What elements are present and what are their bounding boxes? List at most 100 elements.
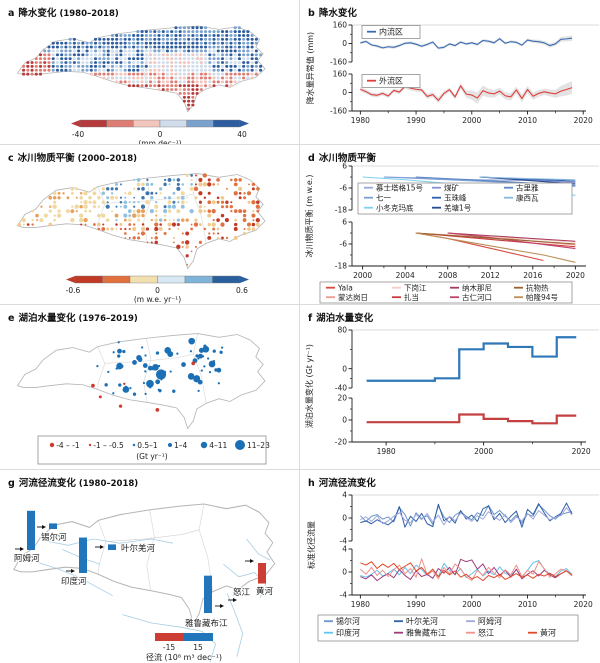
data-series-line: [447, 232, 576, 250]
svg-text:-4: -4: [340, 591, 348, 600]
svg-text:0: 0: [342, 364, 347, 373]
data-series-line: [447, 232, 576, 242]
svg-text:4: 4: [342, 491, 347, 500]
svg-text:扎当: 扎当: [404, 292, 419, 302]
river-line: [246, 538, 271, 561]
panel-title-text: 河流径流变化: [18, 478, 76, 489]
panel-title: c 冰川物质平衡 (2000–2018): [8, 150, 137, 164]
panel-title: a 降水变化 (1980–2018): [8, 5, 119, 19]
svg-text:(mm dec⁻¹): (mm dec⁻¹): [138, 139, 181, 144]
svg-text:羌塘1号: 羌塘1号: [444, 203, 471, 213]
svg-text:Yala: Yala: [337, 284, 353, 293]
svg-text:1980: 1980: [351, 600, 370, 609]
svg-text:-160: -160: [330, 107, 347, 116]
glacier-mass-balance-map: -0.6 0 0.6 (m w.e. yr⁻¹): [16, 173, 266, 304]
svg-text:-1 – -0.5: -1 – -0.5: [93, 441, 124, 450]
river-line: [223, 563, 267, 598]
svg-text:雅鲁藏布江: 雅鲁藏布江: [185, 618, 228, 629]
panel-b-precipitation-chart: b 降水变化 160 0 -160 内流区 160 0 -160 1980 1990 2000 201…: [300, 0, 600, 145]
svg-text:2020: 2020: [574, 600, 593, 609]
panel-label: h: [308, 478, 315, 489]
svg-text:4–11: 4–11: [209, 441, 227, 450]
step-series-line: [366, 336, 577, 382]
data-series-line: [360, 37, 573, 49]
panel-title-text: 冰川物质平衡: [17, 153, 75, 164]
panel-label: f: [308, 313, 313, 324]
svg-text:七一: 七一: [376, 194, 391, 203]
lake-volume-change-map: -4 – -1 -1 – -0.5 0.5–1 1–4 4–11 11–23 (Gt yr⁻…: [16, 333, 270, 465]
panel-title-text: 河流径流变化: [318, 478, 376, 489]
svg-text:2020: 2020: [566, 271, 585, 280]
plateau-outline: [13, 503, 276, 625]
svg-text:0: 0: [342, 88, 347, 97]
flow-arrow-icon: [71, 569, 75, 573]
svg-text:雅鲁藏布江: 雅鲁藏布江: [406, 628, 446, 638]
glacier-mass-balance-chart: 6 -6 -18 6 -6 -18 2000 2004 2008 2012 2016 2020 慕士塔格…: [304, 162, 599, 304]
svg-text:0: 0: [158, 130, 163, 139]
scale-neg-swatch: [155, 633, 184, 641]
data-series-line: [360, 558, 573, 582]
panel-title-text: 降水变化: [18, 8, 57, 19]
panel-label: e: [8, 313, 15, 324]
svg-text:40: 40: [237, 130, 247, 139]
flow-arrow-icon: [100, 545, 104, 549]
svg-text:慕士塔格15号: 慕士塔格15号: [376, 183, 423, 193]
svg-text:(Gt yr⁻¹): (Gt yr⁻¹): [136, 452, 168, 461]
panel-f-lake-chart: f 湖泊水量变化 80 0 -40 20 0 -20 1980 2000 2020 湖泊水量变化 (…: [300, 305, 600, 470]
panel-title: f 湖泊水量变化: [308, 310, 376, 324]
svg-text:叶尔羌河: 叶尔羌河: [121, 543, 156, 554]
svg-text:蒙达岗日: 蒙达岗日: [338, 292, 368, 302]
svg-text:湖泊水量变化 (Gt yr⁻¹): 湖泊水量变化 (Gt yr⁻¹): [304, 344, 314, 428]
panel-period: (1980–2018): [59, 9, 119, 19]
colorbar-right-arrow: [240, 120, 249, 127]
svg-text:11–23: 11–23: [247, 441, 270, 450]
panel-label: b: [308, 8, 315, 19]
svg-text:古里雅: 古里雅: [516, 183, 539, 193]
svg-text:内流区: 内流区: [379, 27, 403, 37]
panel-title-text: 湖泊水量变化: [18, 313, 76, 324]
svg-text:-160: -160: [330, 58, 347, 67]
svg-text:煤矿: 煤矿: [444, 183, 459, 193]
svg-text:黄河: 黄河: [256, 586, 274, 597]
data-series-line: [360, 560, 573, 579]
svg-text:径流 (10⁸ m³ dec⁻¹): 径流 (10⁸ m³ dec⁻¹): [146, 652, 222, 662]
panel-period: (1980–2018): [78, 479, 139, 489]
svg-text:康西瓦: 康西瓦: [516, 193, 539, 203]
data-series-line: [360, 561, 573, 582]
svg-text:冰川物质平衡 (m w.e.): 冰川物质平衡 (m w.e.): [304, 175, 314, 258]
svg-text:下岗江: 下岗江: [404, 284, 427, 293]
legend-box: [357, 182, 573, 215]
legend-box: [319, 281, 573, 304]
svg-text:小冬克玛底: 小冬克玛底: [376, 203, 414, 213]
data-series-line: [415, 232, 576, 245]
colorbar-left-arrow: [71, 120, 80, 127]
flow-arrow-icon: [42, 525, 46, 529]
svg-text:锡尔河: 锡尔河: [41, 532, 67, 543]
svg-text:15: 15: [193, 643, 203, 652]
svg-text:(m w.e. yr⁻¹): (m w.e. yr⁻¹): [134, 295, 181, 304]
svg-text:降水量异常值 (mm): 降水量异常值 (mm): [305, 32, 315, 104]
svg-text:2000: 2000: [462, 600, 481, 609]
svg-text:标准化径流量: 标准化径流量: [306, 521, 316, 569]
svg-text:古仁河口: 古仁河口: [462, 292, 492, 302]
precipitation-anomaly-chart: 160 0 -160 内流区 160 0 -160 1980 1990 2000 2010 2020 外…: [305, 21, 599, 125]
flow-arrow-icon: [233, 598, 237, 602]
svg-text:纳木那尼: 纳木那尼: [462, 283, 492, 293]
svg-text:1990: 1990: [407, 116, 426, 125]
svg-text:玉珠峰: 玉珠峰: [444, 193, 467, 203]
flow-arrow-icon: [250, 559, 254, 563]
colorbar-left-arrow: [66, 276, 75, 283]
legend-box: [37, 435, 267, 465]
data-series-line: [360, 502, 573, 528]
runoff-bar: [79, 537, 87, 573]
svg-text:外流区: 外流区: [379, 76, 403, 86]
panel-d-glacier-chart: d 冰川物质平衡 6 -6 -18 6 -6 -18 2000 2004 2008 2012 2016…: [300, 145, 600, 305]
svg-text:0: 0: [342, 568, 347, 577]
svg-text:1–4: 1–4: [174, 441, 188, 450]
svg-text:-6: -6: [340, 184, 348, 193]
svg-text:20: 20: [337, 394, 347, 403]
panel-period: (1976–2019): [78, 314, 138, 324]
